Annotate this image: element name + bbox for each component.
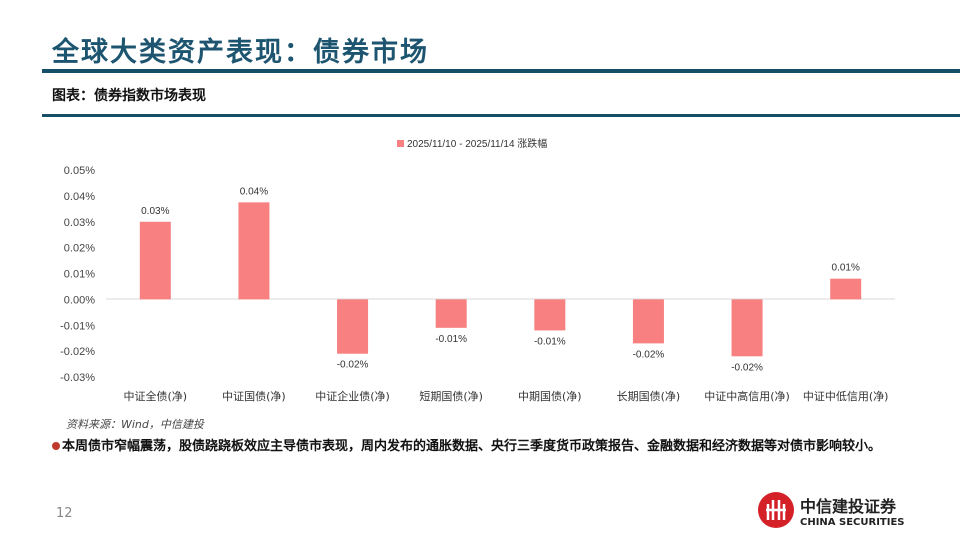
data-label: 0.04% — [240, 186, 268, 197]
bar — [435, 299, 467, 328]
commentary: 本周债市窄幅震荡，股债跷跷板效应主导债市表现，周内发布的通胀数据、央行三季度货币… — [52, 438, 912, 456]
x-tick-label: 短期国债(净) — [419, 389, 483, 403]
x-tick-label: 中证企业债(净) — [315, 389, 390, 403]
bar — [337, 299, 369, 354]
x-tick-label: 中期国债(净) — [518, 389, 582, 403]
x-tick-label: 中证全债(净) — [124, 389, 188, 403]
logo-text-en: CHINA SECURITIES — [800, 516, 905, 528]
title-divider — [42, 69, 960, 73]
y-tick-label: -0.02% — [60, 346, 95, 358]
bullet-icon — [52, 442, 60, 450]
data-label: -0.01% — [534, 336, 566, 347]
y-tick-label: 0.05% — [64, 165, 95, 177]
data-label: -0.02% — [731, 362, 763, 373]
china-securities-logo-icon — [758, 492, 794, 528]
data-label: -0.02% — [633, 349, 665, 360]
data-label: 0.03% — [141, 206, 169, 217]
page-number: 12 — [56, 506, 73, 521]
y-tick-label: 0.03% — [64, 217, 95, 229]
y-tick-label: 0.01% — [64, 269, 95, 281]
data-label: -0.02% — [337, 360, 369, 371]
bar — [534, 299, 566, 331]
logo-text-cn: 中信建投证券 — [800, 496, 897, 516]
caption-divider — [42, 114, 960, 117]
legend-label: 2025/11/10 - 2025/11/14 涨跌幅 — [407, 137, 547, 150]
bar — [731, 299, 763, 357]
y-tick-label: -0.01% — [60, 320, 95, 332]
y-tick-label: 0.04% — [64, 191, 95, 203]
commentary-text: 本周债市窄幅震荡，股债跷跷板效应主导债市表现，周内发布的通胀数据、央行三季度货币… — [62, 439, 882, 454]
y-tick-label: 0.02% — [64, 243, 95, 255]
bar — [632, 299, 664, 344]
bar-chart: 2025/11/10 - 2025/11/14 涨跌幅 0.05% 0.04% 0.… — [60, 137, 895, 403]
logo: 中信建投证券 CHINA SECURITIES — [756, 490, 905, 530]
legend-swatch — [397, 140, 404, 147]
x-tick-label: 长期国债(净) — [617, 389, 681, 403]
x-tick-label: 中证国债(净) — [222, 389, 286, 403]
y-tick-label: 0.00% — [64, 294, 95, 306]
data-label: -0.01% — [435, 334, 467, 345]
y-tick-label: -0.03% — [60, 372, 95, 384]
data-label: 0.01% — [832, 263, 860, 274]
bar — [238, 202, 270, 300]
x-tick-label: 中证中高信用(净) — [704, 389, 790, 403]
x-tick-label: 中证中低信用(净) — [803, 389, 889, 403]
bar — [830, 278, 862, 300]
bar — [139, 221, 171, 300]
chart-caption: 图表：债券指数市场表现 — [52, 88, 206, 104]
source-note: 资料来源：Wind，中信建投 — [66, 418, 204, 431]
page-title: 全球大类资产表现：债券市场 — [52, 37, 429, 68]
